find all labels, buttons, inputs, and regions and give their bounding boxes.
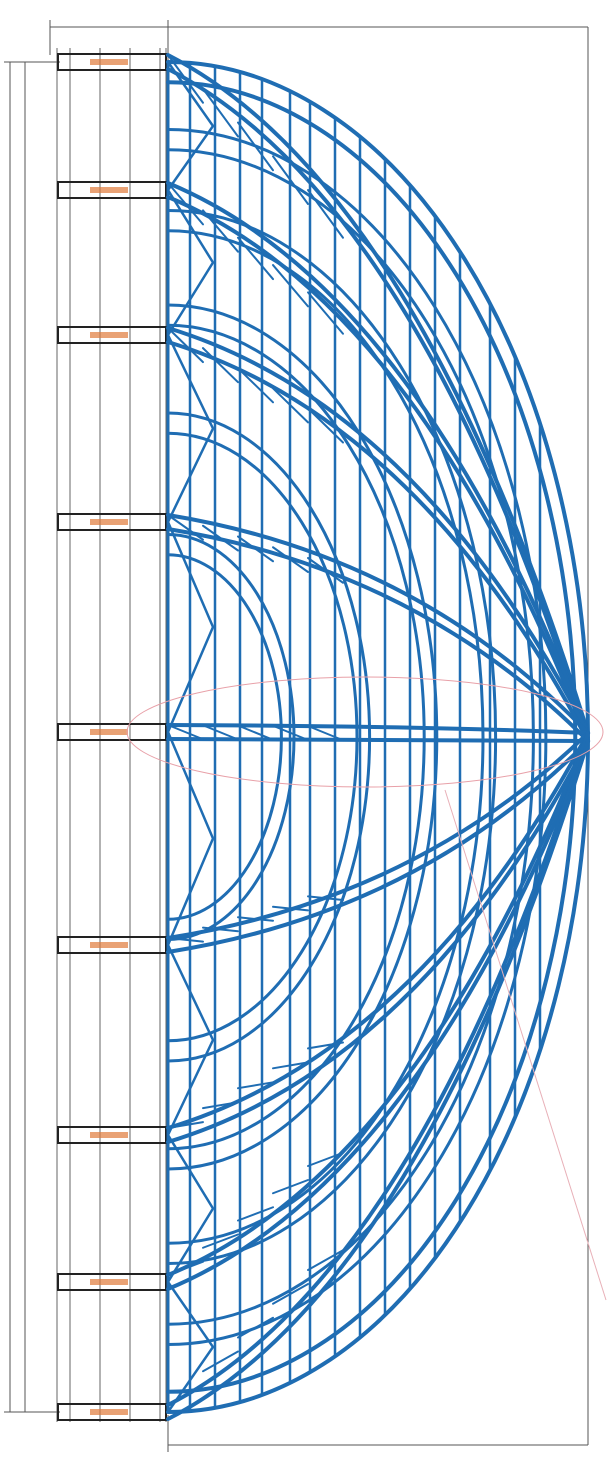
- beam-box: [57, 513, 167, 531]
- beam-box: [57, 181, 167, 199]
- web: [167, 514, 204, 541]
- bearing: [90, 187, 128, 193]
- web: [272, 905, 309, 912]
- web: [237, 1081, 274, 1090]
- bearing: [90, 942, 128, 948]
- brace: [166, 333, 215, 524]
- rib: [166, 723, 590, 735]
- web: [272, 724, 309, 741]
- ring-chord: [166, 431, 359, 1043]
- rib: [166, 739, 590, 1291]
- beam-box: [57, 326, 167, 344]
- column-frame: [56, 48, 167, 1422]
- web: [202, 1233, 239, 1249]
- rib: [166, 326, 590, 735]
- web: [202, 524, 239, 552]
- web: [307, 189, 344, 239]
- ring-chord: [166, 209, 498, 1265]
- brace: [166, 1280, 215, 1414]
- beam-box: [57, 1126, 167, 1144]
- web: [307, 1041, 344, 1050]
- web: [237, 236, 274, 281]
- beam-box: [57, 723, 167, 741]
- rib: [166, 731, 590, 1277]
- rib: [166, 181, 590, 735]
- bearing: [90, 1409, 128, 1415]
- beam-box: [57, 936, 167, 954]
- bearing: [90, 519, 128, 525]
- ring-chord: [166, 80, 578, 1394]
- ring-chord: [166, 128, 548, 1346]
- web: [272, 387, 309, 424]
- web: [272, 1061, 309, 1070]
- web: [202, 209, 239, 253]
- rib: [166, 739, 590, 1421]
- web: [307, 291, 344, 335]
- rib: [166, 195, 590, 743]
- highlight-ellipse: [126, 676, 604, 788]
- ring-chord: [166, 303, 439, 1171]
- web: [237, 1206, 274, 1222]
- brace: [166, 943, 215, 1137]
- web: [202, 1101, 239, 1110]
- web: [237, 724, 274, 741]
- web: [202, 347, 239, 384]
- web: [202, 1350, 239, 1373]
- web: [237, 916, 274, 922]
- rib: [166, 513, 590, 735]
- web: [167, 327, 204, 364]
- rib: [166, 527, 590, 743]
- web: [307, 1249, 344, 1271]
- truss: [166, 53, 590, 1421]
- brace: [166, 1133, 215, 1284]
- web: [167, 724, 204, 741]
- rib: [166, 340, 590, 743]
- rib: [166, 731, 590, 940]
- ring-chord: [166, 411, 372, 1063]
- rib: [166, 739, 590, 954]
- web: [307, 407, 344, 444]
- rib: [166, 53, 590, 735]
- web: [307, 557, 344, 584]
- bearing: [90, 1132, 128, 1138]
- leader-line: [444, 789, 607, 1301]
- web: [307, 725, 344, 742]
- rib: [166, 67, 590, 743]
- ring-chord: [166, 533, 296, 941]
- web: [167, 1121, 204, 1129]
- rib: [166, 737, 590, 743]
- web: [272, 155, 309, 205]
- web: [202, 926, 239, 933]
- web: [307, 1151, 344, 1167]
- web: [237, 367, 274, 404]
- web: [272, 1179, 309, 1195]
- web: [272, 264, 309, 308]
- bearing: [90, 729, 128, 735]
- brace: [166, 188, 215, 337]
- bearing: [90, 1279, 128, 1285]
- rib: [166, 731, 590, 1407]
- brace: [166, 60, 215, 192]
- web: [167, 182, 204, 226]
- bearing: [90, 332, 128, 338]
- web: [202, 724, 239, 741]
- ring-chord: [166, 229, 485, 1245]
- web: [167, 937, 204, 943]
- web: [307, 895, 344, 901]
- web: [237, 1316, 274, 1339]
- rib: [166, 739, 590, 1144]
- web: [237, 121, 274, 172]
- bearing: [90, 59, 128, 65]
- beam-box: [57, 1273, 167, 1291]
- web: [167, 54, 204, 104]
- ring-chord: [166, 553, 283, 921]
- web: [237, 535, 274, 563]
- web: [202, 87, 239, 138]
- web: [272, 546, 309, 573]
- web: [272, 1283, 309, 1305]
